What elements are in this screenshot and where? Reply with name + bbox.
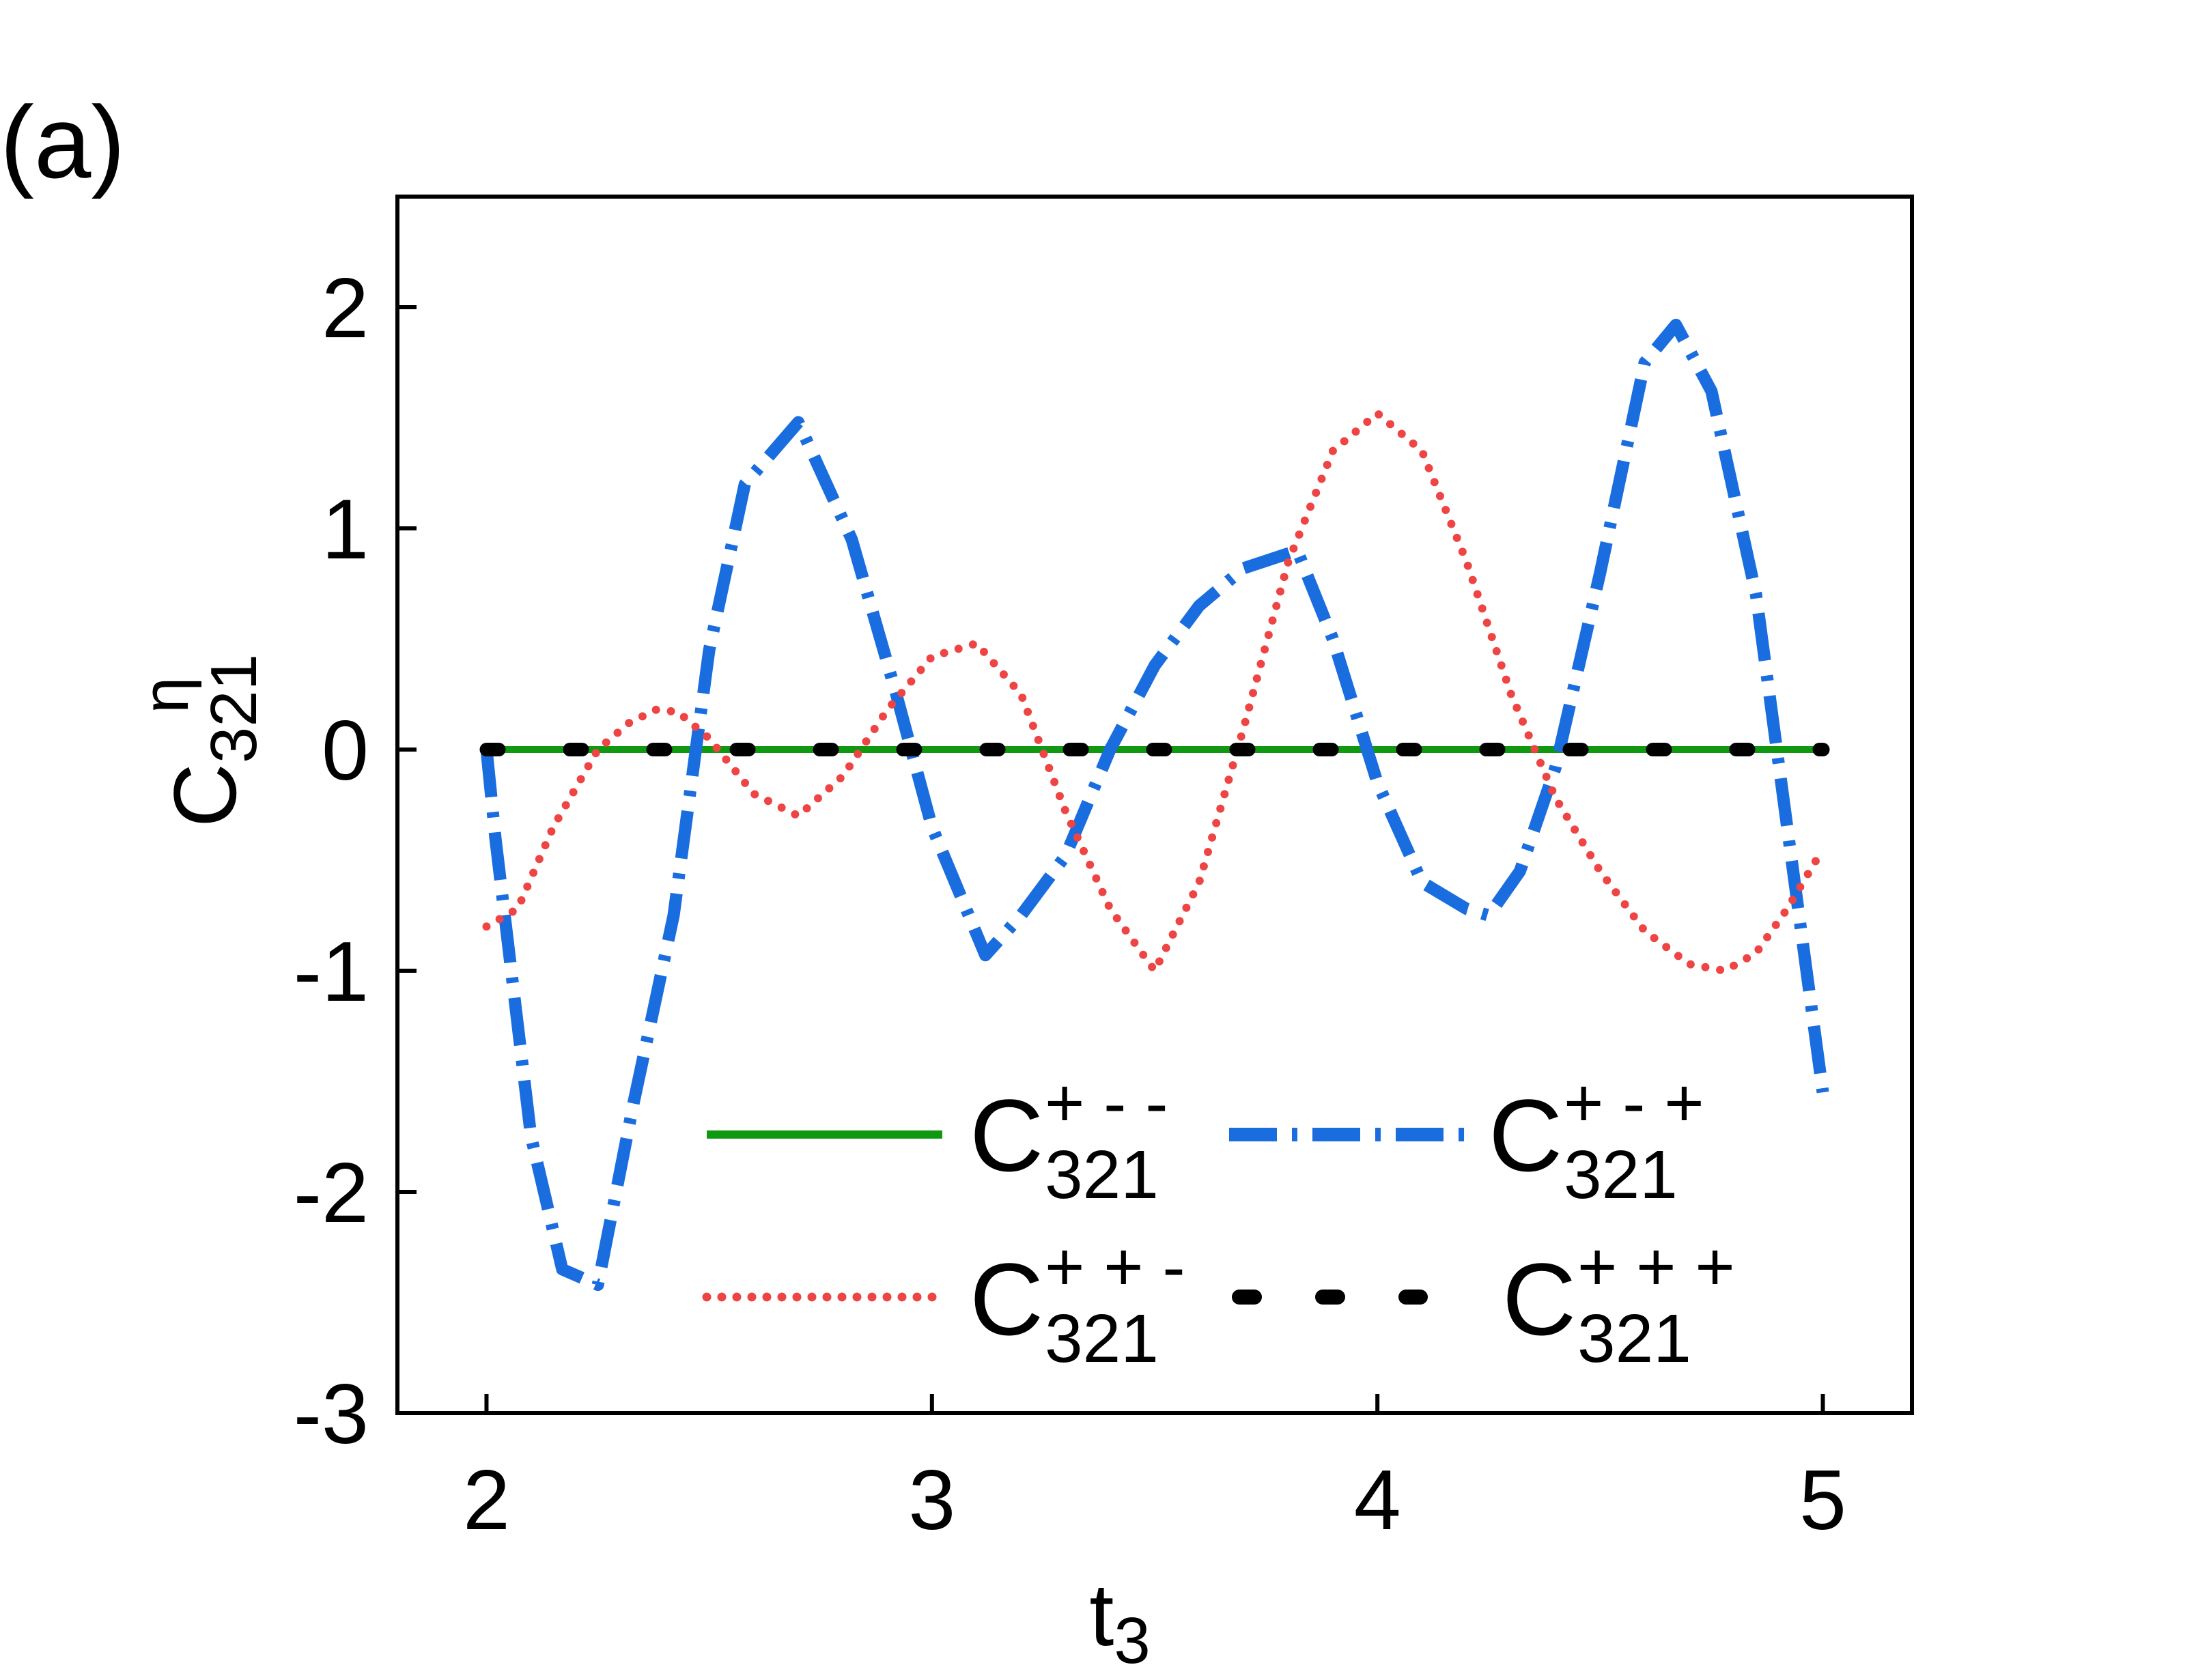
x-axis-label-sub: 3 bbox=[1114, 1604, 1150, 1677]
series-layer bbox=[479, 318, 1830, 1292]
y-axis-label-base: C bbox=[155, 763, 255, 827]
legend-label-pm-sup: + + - bbox=[1045, 1229, 1185, 1305]
x-tick-label: 4 bbox=[1354, 1453, 1401, 1548]
legend: C + - - 321 C + - + 321 C + + - 321 C + … bbox=[702, 1065, 1735, 1377]
x-axis-label-base: t bbox=[1089, 1565, 1114, 1664]
legend-label-pm-base: C bbox=[970, 1242, 1043, 1356]
y-tick-label: -1 bbox=[294, 925, 369, 1019]
y-axis-label: C321 bbox=[155, 654, 270, 827]
legend-label-mp-sup: + - + bbox=[1564, 1065, 1704, 1141]
series-line-pm bbox=[482, 409, 1827, 975]
y-tick-label: 2 bbox=[322, 261, 369, 356]
y-tick-label: 1 bbox=[322, 483, 369, 577]
y-tick-label: -3 bbox=[294, 1367, 369, 1462]
y-tick-label: -2 bbox=[294, 1146, 369, 1240]
x-tick-label: 2 bbox=[463, 1453, 510, 1548]
x-tick-label: 3 bbox=[908, 1453, 955, 1548]
legend-label-pm-sub: 321 bbox=[1045, 1300, 1159, 1377]
legend-label-mm-sub: 321 bbox=[1045, 1137, 1159, 1213]
x-axis-label: t3 bbox=[1089, 1565, 1151, 1677]
y-axis-label-sub: 321 bbox=[197, 654, 270, 763]
x-axis-ticks: 2 3 4 5 bbox=[463, 1394, 1846, 1548]
y-tick-label: 0 bbox=[322, 704, 369, 798]
x-tick-label: 5 bbox=[1799, 1453, 1846, 1548]
plot-frame bbox=[395, 195, 1914, 1415]
legend-label-pp-base: C bbox=[1502, 1242, 1576, 1356]
legend-label-mp-sub: 321 bbox=[1564, 1137, 1678, 1213]
y-axis-label-sup: η bbox=[129, 677, 202, 713]
panel-label: (a) bbox=[0, 85, 125, 199]
legend-label-mm-sup: + - - bbox=[1045, 1065, 1168, 1141]
y-axis-ticks: -3 -2 -1 0 1 2 bbox=[294, 261, 417, 1462]
series-line-mp bbox=[480, 318, 1829, 1292]
legend-label-mp-base: C bbox=[1489, 1078, 1562, 1193]
legend-label-pp-sub: 321 bbox=[1577, 1300, 1691, 1377]
legend-label-pp-sup: + + + bbox=[1577, 1229, 1735, 1305]
legend-label-mm-base: C bbox=[970, 1078, 1043, 1193]
